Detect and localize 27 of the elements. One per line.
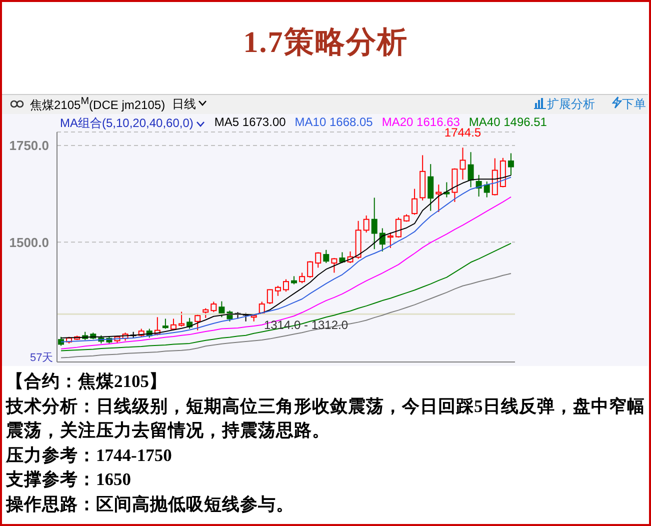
candlestick — [436, 184, 442, 213]
text: 扩展分析 — [547, 97, 595, 111]
text: 【合约：焦煤2105】 — [6, 371, 167, 391]
chart-title: 1.7策略分析 — [243, 26, 408, 59]
candlestick — [355, 220, 362, 260]
legend-title: MA组合(5,10,20,40,60,0) — [60, 116, 194, 130]
text: 压力参考：1744-1750 — [6, 444, 172, 465]
text: 日线 — [172, 97, 196, 111]
candlestick — [420, 154, 426, 201]
y-tick-label: 1750.0 — [9, 138, 49, 154]
text: 技术分析：日线级别，短期高位三角形收敛震荡，今日回踩5日线反弹，盘中窄幅震荡，关注压力去留情况，持震荡思路。 — [6, 396, 645, 440]
candlestick — [508, 152, 514, 176]
legend-label: MA5 1673.00 — [214, 115, 286, 129]
candlestick — [371, 197, 378, 250]
candlestick — [468, 152, 474, 188]
text: 操作思路：区间高抛低吸短线参与。 — [6, 494, 294, 514]
y-tick-label: 1500.0 — [9, 234, 49, 250]
candlestick — [428, 164, 434, 212]
line-series — [60, 272, 512, 358]
text: 57天 — [30, 352, 54, 364]
candlestick — [460, 147, 466, 180]
text: 焦煤2105$^{M}$(DCE jm2105) — [30, 96, 166, 112]
text: MA10 1668.05 — [294, 115, 373, 129]
line-series — [60, 196, 512, 350]
text: 支撑参考：1650 — [6, 469, 131, 490]
line-series — [60, 242, 512, 352]
text: 下单 — [622, 97, 646, 111]
